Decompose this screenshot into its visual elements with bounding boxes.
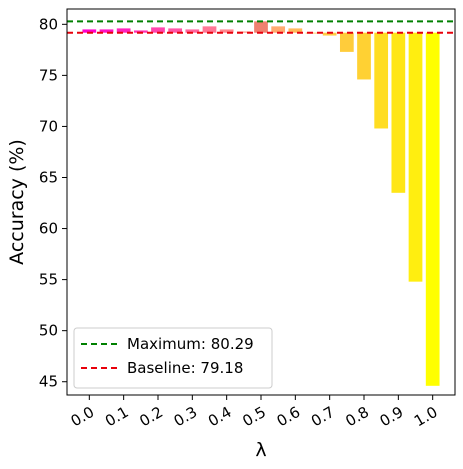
- x-tick-label: 0.1: [102, 403, 132, 431]
- bar: [202, 26, 217, 33]
- bar: [357, 32, 371, 80]
- bar: [133, 30, 148, 33]
- x-tick-label: 0.4: [205, 403, 235, 431]
- bar: [185, 29, 200, 33]
- y-tick-label: 75: [39, 66, 58, 84]
- y-tick-label: 80: [39, 15, 58, 33]
- x-tick-label: 0.9: [377, 403, 407, 431]
- bar: [116, 28, 131, 33]
- legend: Maximum: 80.29 Baseline: 79.18: [73, 327, 273, 389]
- bar: [408, 32, 423, 282]
- bar: [168, 28, 183, 33]
- x-axis-title: λ: [255, 439, 266, 461]
- x-tick-label: 0.7: [308, 403, 338, 431]
- y-tick-label: 65: [39, 168, 58, 186]
- x-tick-label: 0.5: [239, 403, 269, 431]
- bar: [425, 32, 440, 386]
- y-tick-label: 50: [39, 322, 58, 340]
- bar: [374, 32, 389, 129]
- x-tick-label: 0.2: [136, 403, 166, 431]
- y-axis: 45 50 55 60 65 70 75 80: [39, 15, 67, 391]
- y-tick-label: 70: [39, 117, 58, 135]
- bar: [391, 32, 406, 193]
- reference-lines-group: [67, 20, 455, 34]
- x-tick-label: 1.0: [411, 403, 441, 431]
- bar: [99, 29, 114, 33]
- x-tick-label: 0.6: [274, 403, 304, 431]
- bar: [236, 31, 251, 33]
- y-tick-label: 45: [39, 373, 58, 391]
- bar: [288, 28, 303, 33]
- y-tick-label: 55: [39, 271, 58, 289]
- legend-label-maximum: Maximum: 80.29: [127, 335, 254, 353]
- y-tick-label: 60: [39, 220, 58, 238]
- bar: [151, 27, 165, 33]
- x-tick-label: 0.0: [68, 403, 98, 431]
- bar: [219, 29, 234, 33]
- bar: [82, 29, 97, 33]
- bars-group: [82, 21, 440, 386]
- bar: [254, 21, 268, 33]
- y-axis-title: Accuracy (%): [6, 139, 28, 265]
- legend-label-baseline: Baseline: 79.18: [127, 359, 243, 377]
- x-tick-label: 0.8: [342, 403, 372, 431]
- bar: [322, 32, 337, 36]
- legend-box: [73, 327, 273, 389]
- bar: [339, 32, 354, 52]
- x-axis: 0.0 0.1 0.2 0.3 0.4 0.5 0.6 0.7 0.8 0.9 1.0: [68, 395, 441, 430]
- bar: [271, 26, 286, 33]
- x-tick-label: 0.3: [171, 403, 201, 431]
